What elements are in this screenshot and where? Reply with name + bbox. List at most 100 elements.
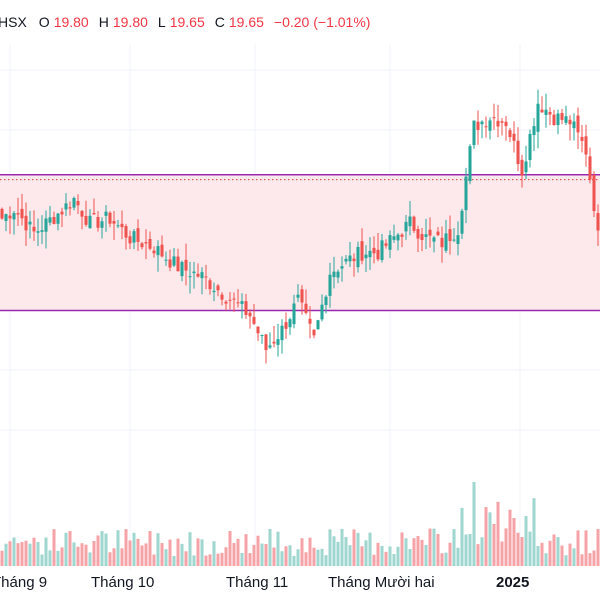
- candle: [240, 301, 244, 304]
- candle: [360, 241, 364, 261]
- volume-bar: [520, 537, 524, 566]
- volume-bar: [104, 533, 108, 566]
- volume-bar: [500, 541, 504, 566]
- volume-bar: [60, 547, 64, 566]
- volume-bar: [388, 546, 392, 566]
- candle: [220, 294, 224, 300]
- volume-bar: [300, 538, 304, 566]
- candle: [392, 236, 396, 240]
- candle: [376, 249, 380, 260]
- candle: [268, 345, 272, 348]
- candle: [24, 215, 28, 231]
- candle: [308, 318, 312, 324]
- candle: [560, 113, 564, 120]
- volume-bar: [12, 537, 16, 566]
- volume-bar: [236, 538, 240, 566]
- price-zone: [0, 174, 600, 311]
- candle: [508, 130, 512, 138]
- candle: [328, 274, 332, 296]
- candle: [412, 216, 416, 231]
- volume-bar: [24, 540, 28, 566]
- candle: [252, 316, 256, 324]
- volume-bar: [412, 538, 416, 566]
- volume-bar: [428, 528, 432, 566]
- volume-bar: [344, 537, 348, 566]
- volume-bar: [352, 529, 356, 566]
- candle: [400, 234, 404, 237]
- high-key: H: [98, 14, 109, 30]
- volume-bar: [348, 545, 352, 566]
- volume-bar: [216, 553, 220, 566]
- candle: [80, 211, 84, 217]
- volume-bar: [436, 533, 440, 566]
- close-key: C: [214, 14, 225, 30]
- volume-bar: [240, 553, 244, 566]
- volume-bar: [188, 532, 192, 566]
- candle: [436, 231, 440, 236]
- low-key: L: [157, 14, 166, 30]
- candle: [476, 121, 480, 130]
- candle: [172, 256, 176, 266]
- candle: [312, 329, 316, 336]
- volume-bar: [536, 546, 540, 566]
- volume-bar: [496, 501, 500, 566]
- volume-bar: [192, 555, 196, 566]
- volume-bar: [304, 552, 308, 566]
- candle: [380, 240, 384, 260]
- volume-bar: [504, 528, 508, 566]
- candles: [0, 89, 600, 364]
- candle: [100, 221, 104, 228]
- volume-bar: [272, 547, 276, 566]
- change-value: −0.20 (−1.01%): [273, 14, 371, 30]
- candle: [156, 246, 160, 256]
- volume-bar: [16, 543, 20, 566]
- volume-bar: [256, 535, 260, 566]
- volume-bar: [196, 538, 200, 566]
- volume-bar: [592, 550, 596, 566]
- candle: [316, 320, 320, 330]
- candle: [504, 121, 508, 127]
- candle: [420, 234, 424, 241]
- volume-bar: [100, 531, 104, 566]
- candle: [60, 211, 64, 215]
- volume-bar: [244, 534, 248, 566]
- volume-bar: [480, 537, 484, 566]
- candle: [228, 299, 232, 301]
- volume-bar: [468, 534, 472, 566]
- volume-bar: [20, 542, 24, 566]
- candle: [244, 301, 248, 316]
- x-label-thang-10: Tháng 10: [91, 574, 154, 591]
- volume-bar: [292, 555, 296, 566]
- close-value: 19.65: [228, 14, 264, 30]
- volume-bar: [492, 523, 496, 566]
- candle: [92, 213, 96, 215]
- volume-bar: [320, 548, 324, 566]
- candle: [452, 239, 456, 241]
- candle: [568, 119, 572, 125]
- candle: [188, 276, 192, 278]
- volume-bar: [96, 535, 100, 566]
- candle: [212, 290, 216, 293]
- volume-bar: [4, 543, 8, 566]
- candle: [372, 247, 376, 254]
- candle: [36, 231, 40, 233]
- volume-bar: [52, 529, 56, 566]
- candle: [416, 228, 420, 239]
- candle: [528, 133, 532, 160]
- volume-bar: [356, 532, 360, 566]
- candle: [104, 211, 108, 216]
- candle: [520, 159, 524, 176]
- candle: [76, 201, 80, 206]
- candle: [556, 113, 560, 126]
- volume-bar: [400, 532, 404, 566]
- candle: [52, 217, 56, 224]
- candle: [192, 271, 196, 274]
- candle: [44, 218, 48, 232]
- volume-bar: [88, 552, 92, 566]
- volume-bar: [340, 528, 344, 566]
- candle: [292, 303, 296, 325]
- candle: [552, 114, 556, 126]
- volume-bar: [200, 539, 204, 566]
- volume-bar: [568, 543, 572, 566]
